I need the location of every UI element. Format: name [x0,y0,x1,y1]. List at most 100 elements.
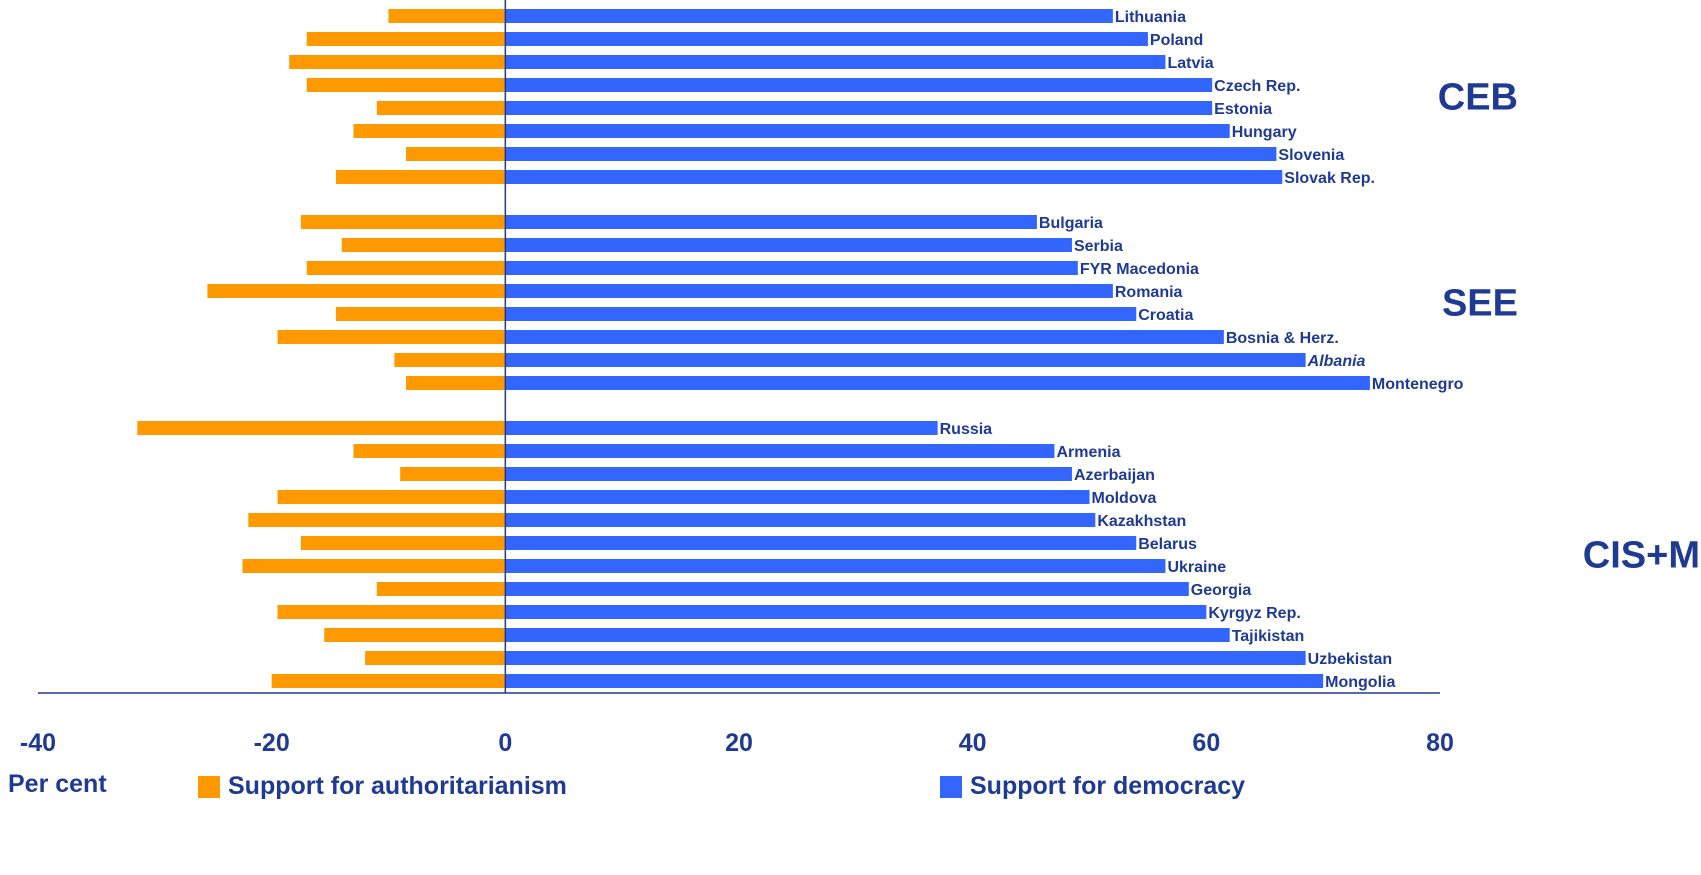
country-label-poland: Poland [1150,32,1203,49]
bars-layer [137,9,1370,688]
group-label-see: SEE [1442,283,1518,325]
bar-authoritarianism-slovenia [406,147,506,161]
country-label-czech-rep: Czech Rep. [1214,78,1300,95]
bar-democracy-tajikistan [505,628,1230,642]
bar-authoritarianism-hungary [353,124,506,138]
legend-label-authoritarianism: Support for authoritarianism [228,772,567,800]
bar-democracy-uzbekistan [505,651,1306,665]
bar-democracy-bosnia-herz [505,330,1224,344]
bar-authoritarianism-russia [137,421,506,435]
bar-authoritarianism-armenia [353,444,506,458]
x-tick-0: 0 [498,729,512,757]
bar-authoritarianism-kyrgyz-rep [277,605,506,619]
country-label-slovak-rep: Slovak Rep. [1284,170,1375,187]
x-tick-60: 60 [1192,729,1220,757]
bar-authoritarianism-bulgaria [300,215,506,229]
country-label-montenegro: Montenegro [1372,376,1464,393]
bar-democracy-mongolia [505,674,1324,688]
bar-authoritarianism-slovak-rep [335,170,506,184]
bar-democracy-georgia [505,582,1189,596]
country-label-russia: Russia [940,421,993,438]
country-label-belarus: Belarus [1138,536,1197,553]
country-label-hungary: Hungary [1232,124,1297,141]
country-label-latvia: Latvia [1167,55,1213,72]
bar-authoritarianism-romania [207,284,506,298]
bar-authoritarianism-mongolia [271,674,506,688]
bar-authoritarianism-croatia [335,307,506,321]
country-label-kyrgyz-rep: Kyrgyz Rep. [1208,605,1300,622]
bar-democracy-albania [505,353,1306,367]
country-label-azerbaijan: Azerbaijan [1074,467,1155,484]
bar-authoritarianism-montenegro [406,376,506,390]
country-label-serbia: Serbia [1074,238,1123,255]
country-label-lithuania: Lithuania [1115,9,1186,26]
country-label-moldova: Moldova [1092,490,1157,507]
bar-authoritarianism-ukraine [242,559,506,573]
bar-democracy-slovak-rep [505,170,1283,184]
bar-democracy-hungary [505,124,1230,138]
x-tick-minus-40: -40 [20,729,56,757]
country-label-estonia: Estonia [1214,101,1272,118]
bar-authoritarianism-belarus [300,536,506,550]
x-tick-80: 80 [1426,729,1454,757]
bar-authoritarianism-poland [306,32,506,46]
bar-democracy-kyrgyz-rep [505,605,1207,619]
x-tick-minus-20: -20 [254,729,290,757]
bar-democracy-croatia [505,307,1137,321]
bar-democracy-estonia [505,101,1213,115]
country-label-mongolia: Mongolia [1325,674,1395,691]
bar-democracy-serbia [505,238,1072,252]
bar-authoritarianism-czech-rep [306,78,506,92]
unit-label: Per cent [8,770,107,798]
bar-authoritarianism-lithuania [388,9,506,23]
bar-democracy-lithuania [505,9,1113,23]
country-label-kazakhstan: Kazakhstan [1097,513,1186,530]
country-label-georgia: Georgia [1191,582,1252,599]
bar-authoritarianism-moldova [277,490,506,504]
bar-democracy-belarus [505,536,1137,550]
bar-democracy-poland [505,32,1148,46]
bar-authoritarianism-uzbekistan [365,651,506,665]
bar-authoritarianism-azerbaijan [400,467,506,481]
group-labels-layer: CEB SEE CIS+M [1438,77,1700,577]
bar-democracy-slovenia [505,147,1277,161]
country-label-ukraine: Ukraine [1167,559,1226,576]
bar-authoritarianism-tajikistan [324,628,506,642]
country-label-croatia: Croatia [1138,307,1193,324]
bar-democracy-kazakhstan [505,513,1096,527]
bar-authoritarianism-estonia [376,101,506,115]
bar-democracy-latvia [505,55,1166,69]
x-tick-20: 20 [725,729,753,757]
bar-authoritarianism-bosnia-herz [277,330,506,344]
country-label-albania: Albania [1307,353,1366,370]
bar-democracy-montenegro [505,376,1370,390]
bar-democracy-russia [505,421,938,435]
bar-democracy-moldova [505,490,1090,504]
country-label-bosnia-herz: Bosnia & Herz. [1226,330,1339,347]
bar-democracy-romania [505,284,1113,298]
bar-authoritarianism-fyr-macedonia [306,261,506,275]
country-label-bulgaria: Bulgaria [1039,215,1103,232]
group-label-ceb: CEB [1438,77,1518,119]
country-label-uzbekistan: Uzbekistan [1308,651,1392,668]
bar-authoritarianism-latvia [289,55,506,69]
bar-authoritarianism-kazakhstan [248,513,506,527]
country-label-tajikistan: Tajikistan [1232,628,1305,645]
legend-label-democracy: Support for democracy [970,772,1246,800]
bar-democracy-azerbaijan [505,467,1072,481]
x-tick-40: 40 [959,729,987,757]
bar-democracy-bulgaria [505,215,1037,229]
legend-swatch-authoritarianism [198,775,220,798]
legend-democracy: Support for democracy [940,772,1245,801]
group-label-cis-m: CIS+M [1583,535,1700,577]
bar-democracy-armenia [505,444,1055,458]
legend-swatch-democracy [940,775,962,798]
bar-democracy-fyr-macedonia [505,261,1078,275]
bar-authoritarianism-georgia [376,582,506,596]
country-label-fyr-macedonia: FYR Macedonia [1080,261,1199,278]
bar-authoritarianism-albania [394,353,506,367]
country-label-armenia: Armenia [1056,444,1120,461]
country-label-romania: Romania [1115,284,1183,301]
